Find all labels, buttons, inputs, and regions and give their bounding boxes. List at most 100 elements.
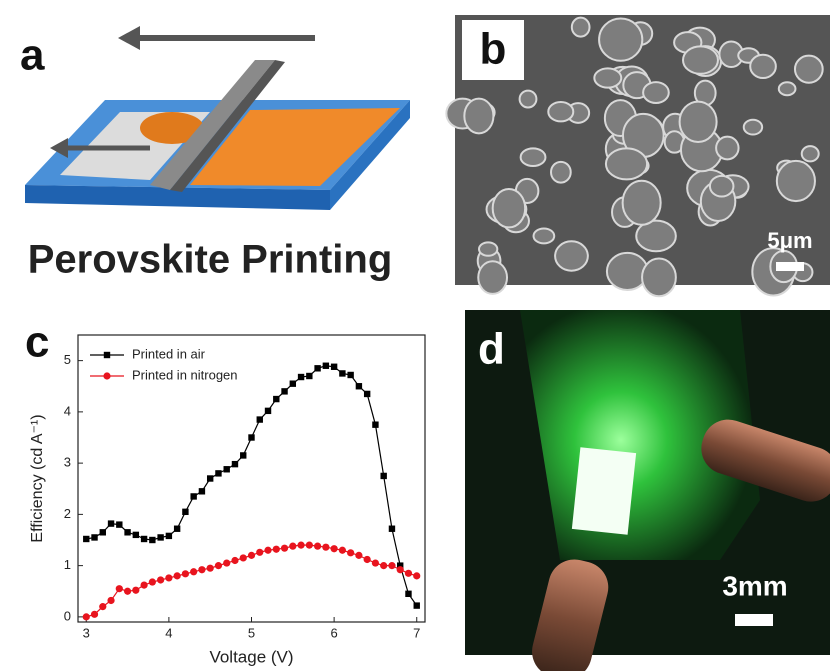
marker	[83, 613, 90, 620]
legend-marker	[103, 372, 110, 379]
grain	[534, 228, 555, 243]
marker	[289, 543, 296, 550]
grain	[464, 99, 493, 134]
marker	[231, 557, 238, 564]
grain	[642, 259, 676, 297]
x-axis-label: Voltage (V)	[209, 647, 293, 666]
marker	[91, 611, 98, 618]
panel-label: b	[480, 25, 507, 74]
y-tick-label: 3	[64, 455, 71, 470]
grain	[623, 181, 661, 225]
marker	[182, 509, 188, 515]
marker	[140, 582, 147, 589]
marker	[108, 520, 114, 526]
emission-pixel	[572, 447, 636, 534]
grain	[710, 176, 734, 197]
x-tick-label: 3	[83, 625, 90, 640]
marker	[397, 566, 404, 573]
marker	[240, 452, 246, 458]
marker	[165, 574, 172, 581]
marker	[323, 363, 329, 369]
marker	[256, 549, 263, 556]
marker	[91, 534, 97, 540]
scale-bar	[735, 614, 773, 626]
marker	[215, 470, 221, 476]
y-tick-label: 4	[64, 403, 71, 418]
marker	[273, 546, 280, 553]
grain	[643, 82, 669, 103]
grain	[551, 162, 571, 183]
legend-label: Printed in nitrogen	[132, 367, 238, 382]
marker	[83, 536, 89, 542]
panel-label: d	[478, 325, 505, 374]
panel-label: c	[25, 318, 49, 367]
series-line	[86, 366, 416, 606]
figure: a Perovskite Printing b5μm c 34567012345…	[0, 0, 830, 671]
marker	[290, 380, 296, 386]
marker	[132, 587, 139, 594]
grain	[572, 18, 590, 37]
grain	[779, 82, 796, 95]
marker	[314, 365, 320, 371]
marker	[149, 578, 156, 585]
marker	[414, 602, 420, 608]
legend-label: Printed in air	[132, 346, 206, 361]
marker	[297, 542, 304, 549]
marker	[388, 562, 395, 569]
marker	[331, 545, 338, 552]
scale-bar	[776, 262, 804, 271]
marker	[298, 374, 304, 380]
grain	[479, 242, 497, 255]
panel-b: b 5μm	[446, 15, 830, 296]
grain	[750, 55, 776, 78]
marker	[248, 434, 254, 440]
marker	[265, 408, 271, 414]
x-tick-label: 6	[331, 625, 338, 640]
scale-label: 5μm	[767, 228, 812, 253]
marker	[306, 542, 313, 549]
marker	[190, 568, 197, 575]
marker	[306, 373, 312, 379]
marker	[149, 537, 155, 543]
marker	[207, 565, 214, 572]
grain	[478, 261, 507, 294]
marker	[107, 597, 114, 604]
marker	[339, 547, 346, 554]
panel-d: d 3mm	[465, 310, 830, 671]
marker	[116, 585, 123, 592]
panel-label: a	[20, 31, 45, 80]
marker	[364, 556, 371, 563]
marker	[273, 396, 279, 402]
marker	[174, 526, 180, 532]
marker	[224, 466, 230, 472]
marker	[99, 603, 106, 610]
grain	[520, 91, 537, 108]
marker	[174, 572, 181, 579]
marker	[198, 566, 205, 573]
panel-c: c 34567012345Voltage (V)Efficiency (cd A…	[25, 318, 425, 667]
marker	[157, 534, 163, 540]
marker	[347, 372, 353, 378]
marker	[100, 529, 106, 535]
y-tick-label: 1	[64, 557, 71, 572]
marker	[372, 559, 379, 566]
y-tick-label: 0	[64, 608, 71, 623]
marker	[240, 554, 247, 561]
marker	[331, 364, 337, 370]
marker	[389, 526, 395, 532]
arrowhead	[118, 26, 140, 50]
grain	[548, 102, 573, 121]
marker	[157, 576, 164, 583]
marker	[215, 562, 222, 569]
grain	[777, 161, 815, 201]
grain	[521, 148, 546, 166]
marker	[124, 529, 130, 535]
grain	[744, 120, 762, 135]
marker	[281, 545, 288, 552]
marker	[124, 588, 131, 595]
grain	[599, 18, 642, 60]
grain	[607, 253, 648, 290]
marker	[223, 559, 230, 566]
y-tick-label: 5	[64, 352, 71, 367]
grain	[555, 241, 588, 270]
